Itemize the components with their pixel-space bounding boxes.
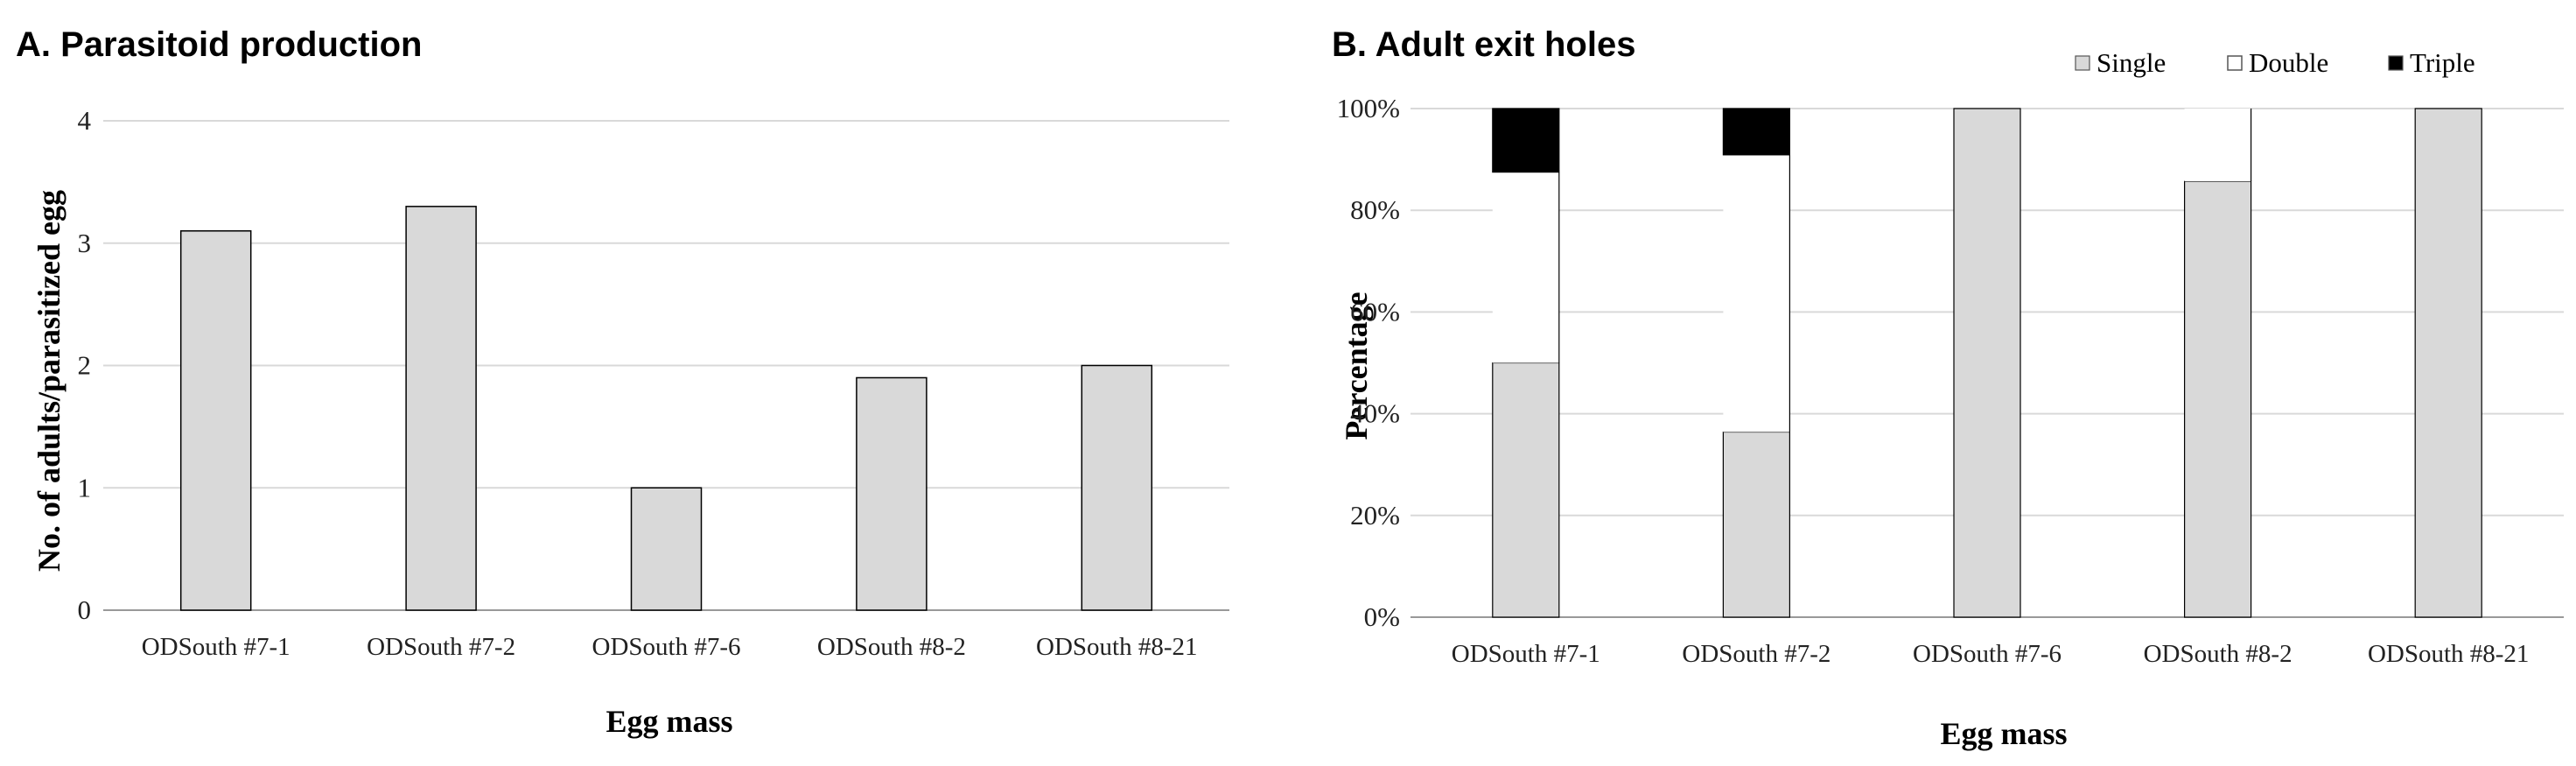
chart-b-x-tick: ODSouth #8-2 bbox=[2144, 640, 2292, 668]
chart-b-y-tick: 40% bbox=[1350, 398, 1400, 429]
chart-b-y-tick: 0% bbox=[1364, 601, 1400, 632]
chart-a-x-tick: ODSouth #7-2 bbox=[367, 633, 515, 661]
chart-b-ylabel: Percentage bbox=[1339, 292, 1374, 439]
legend-swatch-single bbox=[2075, 55, 2090, 71]
legend-label-triple: Triple bbox=[2410, 47, 2475, 78]
chart-a-bar bbox=[405, 206, 477, 611]
chart-b-x-tick: ODSouth #8-21 bbox=[2368, 640, 2529, 668]
chart-a-y-tick: 3 bbox=[78, 228, 92, 258]
chart-a-x-tick: ODSouth #7-6 bbox=[592, 633, 741, 661]
chart-b-y-tick: 100% bbox=[1337, 93, 1400, 123]
chart-b-x-tick: ODSouth #7-1 bbox=[1452, 640, 1600, 668]
legend-swatch-double bbox=[2227, 55, 2243, 71]
chart-a-title: A. Parasitoid production bbox=[16, 25, 422, 64]
chart-a-bar bbox=[179, 230, 252, 611]
chart-b-y-tick: 60% bbox=[1350, 296, 1400, 327]
chart-b: B. Adult exit holes Percentage Egg mass … bbox=[1332, 25, 2564, 751]
chart-a: A. Parasitoid production No. of adults/p… bbox=[16, 25, 1229, 739]
chart-b-bars bbox=[1492, 108, 2482, 618]
chart-a-y-tick: 0 bbox=[78, 594, 92, 625]
chart-b-bar-triple bbox=[1492, 108, 1560, 173]
chart-b-x-ticks: ODSouth #7-1 ODSouth #7-2 ODSouth #7-6 ODSo… bbox=[1452, 640, 2530, 668]
chart-b-bar-single bbox=[1953, 108, 2021, 618]
chart-b-y-tick: 20% bbox=[1350, 500, 1400, 531]
chart-a-y-tick: 4 bbox=[78, 105, 92, 136]
legend-swatch-triple bbox=[2388, 55, 2404, 71]
chart-b-bar-single bbox=[1722, 431, 1791, 618]
chart-a-bars bbox=[179, 206, 1153, 611]
chart-b-bar-single bbox=[1492, 362, 1560, 618]
chart-a-xlabel: Egg mass bbox=[606, 704, 732, 739]
chart-b-title: B. Adult exit holes bbox=[1332, 25, 1635, 64]
chart-a-ylabel: No. of adults/parasitized egg bbox=[32, 190, 66, 572]
chart-a-y-tick: 2 bbox=[78, 350, 92, 381]
chart-a-x-ticks: ODSouth #7-1 ODSouth #7-2 ODSouth #7-6 ODSo… bbox=[142, 633, 1198, 661]
chart-a-x-tick: ODSouth #7-1 bbox=[142, 633, 290, 661]
chart-a-bar bbox=[856, 376, 928, 611]
chart-b-x-tick: ODSouth #7-2 bbox=[1682, 640, 1830, 668]
chart-b-bar-double bbox=[1492, 172, 1559, 363]
chart-a-x-tick: ODSouth #8-2 bbox=[817, 633, 966, 661]
chart-a-y-tick: 1 bbox=[78, 472, 92, 502]
chart-b-bar-triple bbox=[1722, 108, 1791, 156]
legend-label-single: Single bbox=[2096, 47, 2166, 78]
chart-a-gridlines bbox=[103, 120, 1229, 611]
chart-b-bar-single bbox=[2414, 108, 2482, 618]
chart-b-bar-double bbox=[2184, 109, 2251, 182]
chart-a-bar bbox=[1081, 364, 1153, 611]
chart-a-bar bbox=[630, 487, 703, 611]
chart-b-x-tick: ODSouth #7-6 bbox=[1913, 640, 2062, 668]
chart-b-y-tick: 80% bbox=[1350, 194, 1400, 225]
chart-b-legend: Single Double Triple bbox=[2075, 47, 2475, 78]
chart-a-x-tick: ODSouth #8-21 bbox=[1036, 633, 1197, 661]
chart-b-bar-single bbox=[2184, 180, 2252, 618]
chart-b-bar-double bbox=[1723, 154, 1790, 432]
chart-b-xlabel: Egg mass bbox=[1940, 716, 2067, 751]
legend-label-double: Double bbox=[2249, 47, 2328, 78]
chart-a-y-ticks: 0 1 2 3 4 bbox=[78, 105, 92, 625]
chart-b-y-ticks: 0% 20% 40% 60% 80% 100% bbox=[1337, 93, 1400, 632]
